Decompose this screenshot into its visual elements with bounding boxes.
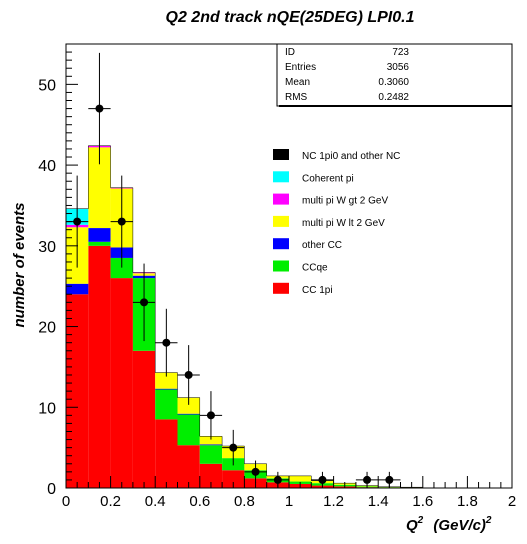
data-point — [251, 467, 260, 476]
bar-segment — [177, 445, 200, 488]
data-point — [184, 370, 193, 379]
bar-segment — [88, 228, 111, 242]
data-point — [95, 104, 104, 113]
data-point — [273, 475, 282, 484]
bar-segment — [88, 147, 111, 229]
bar-segment — [132, 350, 156, 488]
bar-segment — [289, 475, 312, 482]
bar-segment — [199, 436, 223, 445]
legend-swatch — [273, 282, 289, 294]
legend-swatch — [273, 149, 289, 160]
bar-segment — [155, 388, 178, 390]
bar-segment — [199, 445, 223, 464]
bar-segment — [88, 245, 111, 488]
legend-label: Coherent pi — [302, 173, 354, 184]
x-axis-label-units-sup: 2 — [485, 515, 492, 526]
bar-segment — [155, 419, 178, 488]
stats-label: RMS — [285, 92, 308, 103]
x-tick-label: 0.4 — [145, 493, 166, 510]
y-tick-label: 0 — [47, 481, 56, 498]
y-tick-label: 50 — [38, 77, 56, 94]
bar-segment — [177, 414, 200, 446]
bar-segment — [155, 372, 178, 389]
x-tick-label: 0.8 — [234, 493, 255, 510]
stats-value: 0.2482 — [378, 92, 409, 103]
legend-swatch — [273, 215, 289, 227]
data-point — [229, 443, 238, 452]
x-tick-label: 1.8 — [457, 493, 478, 510]
legend-label: CC 1pi — [302, 285, 333, 296]
data-point — [363, 475, 372, 484]
legend-label: other CC — [302, 240, 342, 251]
x-tick-label: 0.2 — [100, 493, 121, 510]
x-tick-label: 1.2 — [323, 493, 344, 510]
stats-value: 0.3060 — [378, 77, 409, 88]
data-point — [140, 298, 149, 307]
stats-label: Mean — [285, 77, 310, 88]
x-axis-ticks: 0 0.2 0.4 0.6 0.8 1 1.2 1.4 1.6 1.8 2 — [62, 476, 516, 510]
x-tick-label: 0.6 — [189, 493, 210, 510]
legend-swatch — [273, 260, 289, 272]
x-tick-label: 1.4 — [368, 493, 389, 510]
bar-segment — [66, 283, 89, 295]
x-axis-label-base: Q — [406, 517, 418, 534]
legend-label: multi pi W gt 2 GeV — [302, 196, 388, 207]
y-tick-label: 30 — [38, 239, 56, 256]
bar-segment — [177, 397, 200, 414]
bar-segment — [110, 257, 133, 279]
x-tick-label: 2 — [508, 493, 516, 510]
bar-segment — [199, 444, 223, 446]
data-point — [206, 411, 215, 420]
bar-segment — [177, 413, 200, 415]
stats-label: ID — [285, 47, 295, 58]
x-tick-label: 1.6 — [412, 493, 433, 510]
y-axis-ticks: 0 10 20 30 40 50 — [38, 43, 78, 498]
y-tick-label: 40 — [38, 158, 56, 175]
bar-segment — [88, 241, 111, 246]
legend-swatch — [273, 238, 289, 250]
data-point — [162, 338, 171, 347]
data-point — [385, 475, 394, 484]
x-tick-label: 1 — [285, 493, 293, 510]
x-axis-label-units: (GeV/c) — [433, 517, 486, 534]
x-tick-label: 0 — [62, 493, 70, 510]
data-point — [117, 217, 126, 226]
legend-label: NC 1pi0 and other NC — [302, 151, 400, 162]
stats-value: 723 — [392, 47, 409, 58]
bar-segment — [222, 470, 245, 488]
legend: NC 1pi0 and other NC Coherent pi multi pi … — [273, 149, 400, 296]
bar-segment — [155, 389, 178, 420]
chart-title: Q2 2nd track nQE(25DEG) LPI0.1 — [166, 9, 415, 26]
bar-segment — [199, 463, 223, 488]
stats-value: 3056 — [387, 62, 410, 73]
y-tick-label: 20 — [38, 320, 56, 337]
legend-label: CCqe — [302, 263, 328, 274]
data-point — [318, 475, 327, 484]
stats-box: ID 723 Entries 3056 Mean 0.3060 RMS 0.2482 — [276, 43, 513, 107]
legend-swatch — [273, 171, 289, 183]
stats-label: Entries — [285, 62, 316, 73]
bar-segment — [110, 278, 133, 488]
data-point — [73, 217, 82, 226]
y-axis-label: number of events — [11, 202, 28, 327]
x-axis-label-sup: 2 — [417, 515, 424, 526]
y-tick-label: 10 — [38, 400, 56, 417]
legend-label: multi pi W lt 2 GeV — [302, 218, 385, 229]
legend-swatch — [273, 193, 289, 205]
x-axis-label: Q2 (GeV/c)2 — [406, 515, 492, 534]
